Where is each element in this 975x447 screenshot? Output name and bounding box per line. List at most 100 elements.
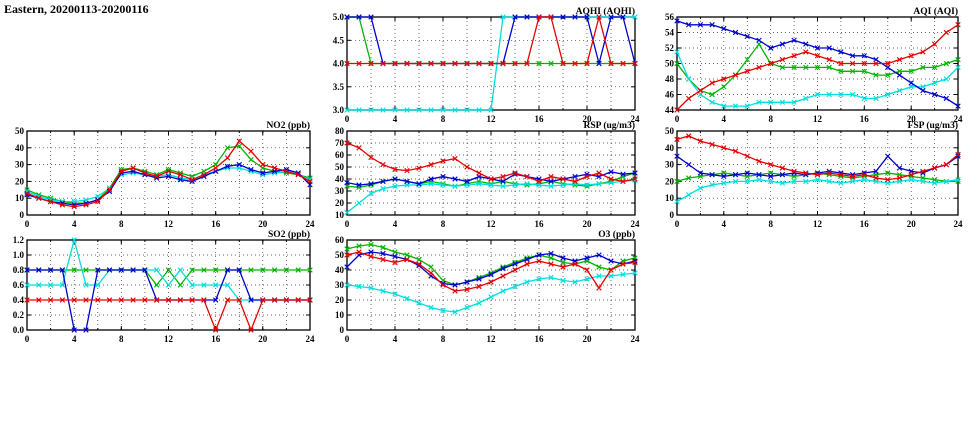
svg-text:0.4: 0.4 (13, 295, 25, 305)
svg-text:8: 8 (768, 219, 773, 229)
svg-text:0: 0 (20, 210, 25, 220)
svg-text:4: 4 (72, 219, 77, 229)
svg-text:8: 8 (119, 334, 124, 344)
svg-text:8: 8 (119, 219, 124, 229)
svg-text:30: 30 (665, 160, 675, 170)
svg-text:20: 20 (907, 114, 917, 124)
svg-text:4: 4 (722, 114, 727, 124)
chart-rsp: 0 4 8 12 16 20 24 10 20 30 40 50 60 70 80 RSP (ug/m3) (328, 119, 641, 230)
chart-so2: 0 4 8 12 16 20 24 0.0 0.2 0.4 0.6 0.8 1.0 1.2 SO2 (ppb… (2, 228, 316, 345)
svg-text:56: 56 (665, 12, 675, 22)
svg-text:24: 24 (631, 219, 641, 229)
svg-text:20: 20 (665, 176, 675, 186)
svg-text:0: 0 (675, 114, 680, 124)
svg-text:3.5: 3.5 (333, 82, 345, 92)
svg-text:40: 40 (335, 265, 345, 275)
svg-text:10: 10 (665, 193, 675, 203)
svg-text:1.0: 1.0 (13, 250, 25, 260)
svg-text:50: 50 (335, 162, 345, 172)
chart-o3-svg: 0 4 8 12 16 20 24 0 10 20 30 40 50 60 O3 (ppb) (335, 229, 641, 344)
svg-text:10: 10 (335, 310, 345, 320)
svg-text:1.2: 1.2 (13, 235, 25, 245)
svg-text:24: 24 (631, 334, 641, 344)
svg-text:20: 20 (583, 114, 593, 124)
svg-text:0: 0 (25, 219, 30, 229)
svg-text:4: 4 (72, 334, 77, 344)
svg-text:40: 40 (665, 143, 675, 153)
svg-text:60: 60 (335, 235, 345, 245)
svg-text:54: 54 (665, 28, 675, 38)
svg-text:12: 12 (164, 219, 174, 229)
svg-text:0: 0 (670, 210, 675, 220)
svg-text:4: 4 (393, 334, 398, 344)
svg-text:AQI (AQI): AQI (AQI) (913, 6, 958, 17)
svg-text:12: 12 (164, 334, 174, 344)
svg-text:0: 0 (345, 114, 350, 124)
svg-text:8: 8 (768, 114, 773, 124)
svg-text:70: 70 (335, 138, 345, 148)
svg-text:10: 10 (15, 193, 25, 203)
svg-text:16: 16 (211, 334, 221, 344)
chart-rsp-svg: 0 4 8 12 16 20 24 10 20 30 40 50 60 70 80 RSP (ug/m3) (335, 120, 641, 229)
svg-text:8: 8 (441, 334, 446, 344)
svg-text:8: 8 (441, 114, 446, 124)
svg-text:24: 24 (954, 114, 964, 124)
svg-text:SO2 (ppb): SO2 (ppb) (268, 229, 310, 240)
chart-aqhi-svg: 0 4 8 12 16 20 24 3.0 3.5 4.0 4.5 5.0 AQHI (AQHI) (333, 6, 641, 124)
chart-aqhi: 0 4 8 12 16 20 24 3.0 3.5 4.0 4.5 5.0 AQHI (AQHI) (322, 5, 641, 125)
svg-text:0: 0 (345, 219, 350, 229)
svg-text:4: 4 (393, 219, 398, 229)
svg-text:20: 20 (15, 176, 25, 186)
svg-text:4.5: 4.5 (333, 35, 345, 45)
svg-text:16: 16 (535, 334, 545, 344)
svg-text:4: 4 (722, 219, 727, 229)
svg-text:RSP (ug/m3): RSP (ug/m3) (584, 120, 635, 131)
svg-text:20: 20 (258, 334, 268, 344)
chart-no2: 0 4 8 12 16 20 24 0 10 20 30 40 50 NO2 (ppb) (8, 119, 316, 230)
svg-text:16: 16 (535, 219, 545, 229)
svg-text:30: 30 (335, 280, 345, 290)
svg-text:5.0: 5.0 (333, 12, 345, 22)
svg-text:0: 0 (675, 219, 680, 229)
svg-text:16: 16 (860, 219, 870, 229)
svg-text:16: 16 (860, 114, 870, 124)
svg-text:44: 44 (665, 105, 675, 115)
svg-text:12: 12 (487, 334, 497, 344)
svg-text:20: 20 (335, 198, 345, 208)
svg-text:0.2: 0.2 (13, 310, 25, 320)
svg-text:24: 24 (306, 219, 316, 229)
svg-text:O3 (ppb): O3 (ppb) (598, 229, 635, 240)
svg-text:0.6: 0.6 (13, 280, 25, 290)
svg-text:50: 50 (665, 59, 675, 69)
svg-text:20: 20 (258, 219, 268, 229)
svg-text:12: 12 (813, 219, 823, 229)
svg-text:0.8: 0.8 (13, 265, 25, 275)
svg-text:3.0: 3.0 (333, 105, 345, 115)
svg-text:20: 20 (583, 334, 593, 344)
svg-text:0.0: 0.0 (13, 325, 25, 335)
svg-text:8: 8 (441, 219, 446, 229)
svg-text:20: 20 (583, 219, 593, 229)
svg-text:NO2 (ppb): NO2 (ppb) (266, 120, 310, 131)
svg-text:30: 30 (15, 160, 25, 170)
svg-text:40: 40 (335, 174, 345, 184)
svg-text:60: 60 (335, 150, 345, 160)
svg-text:FSP (ug/m3): FSP (ug/m3) (908, 120, 958, 131)
svg-text:16: 16 (535, 114, 545, 124)
svg-text:AQHI (AQHI): AQHI (AQHI) (576, 6, 635, 17)
chart-fsp-svg: 0 4 8 12 16 20 24 0 10 20 30 40 50 FSP (ug/m3) (665, 120, 963, 229)
svg-text:24: 24 (631, 114, 641, 124)
svg-text:20: 20 (907, 219, 917, 229)
svg-text:24: 24 (306, 334, 316, 344)
chart-so2-svg: 0 4 8 12 16 20 24 0.0 0.2 0.4 0.6 0.8 1.0 1.2 SO2 (ppb… (13, 229, 316, 344)
svg-text:0: 0 (25, 334, 30, 344)
svg-text:80: 80 (335, 126, 345, 136)
svg-text:4: 4 (393, 114, 398, 124)
chart-aqi: 0 4 8 12 16 20 24 44 46 48 50 52 54 56 AQI (AQI) (658, 5, 964, 125)
svg-text:0: 0 (340, 325, 345, 335)
page-title: Eastern, 20200113-20200116 (4, 2, 149, 16)
chart-no2-svg: 0 4 8 12 16 20 24 0 10 20 30 40 50 NO2 (ppb) (15, 120, 316, 229)
svg-text:16: 16 (211, 219, 221, 229)
